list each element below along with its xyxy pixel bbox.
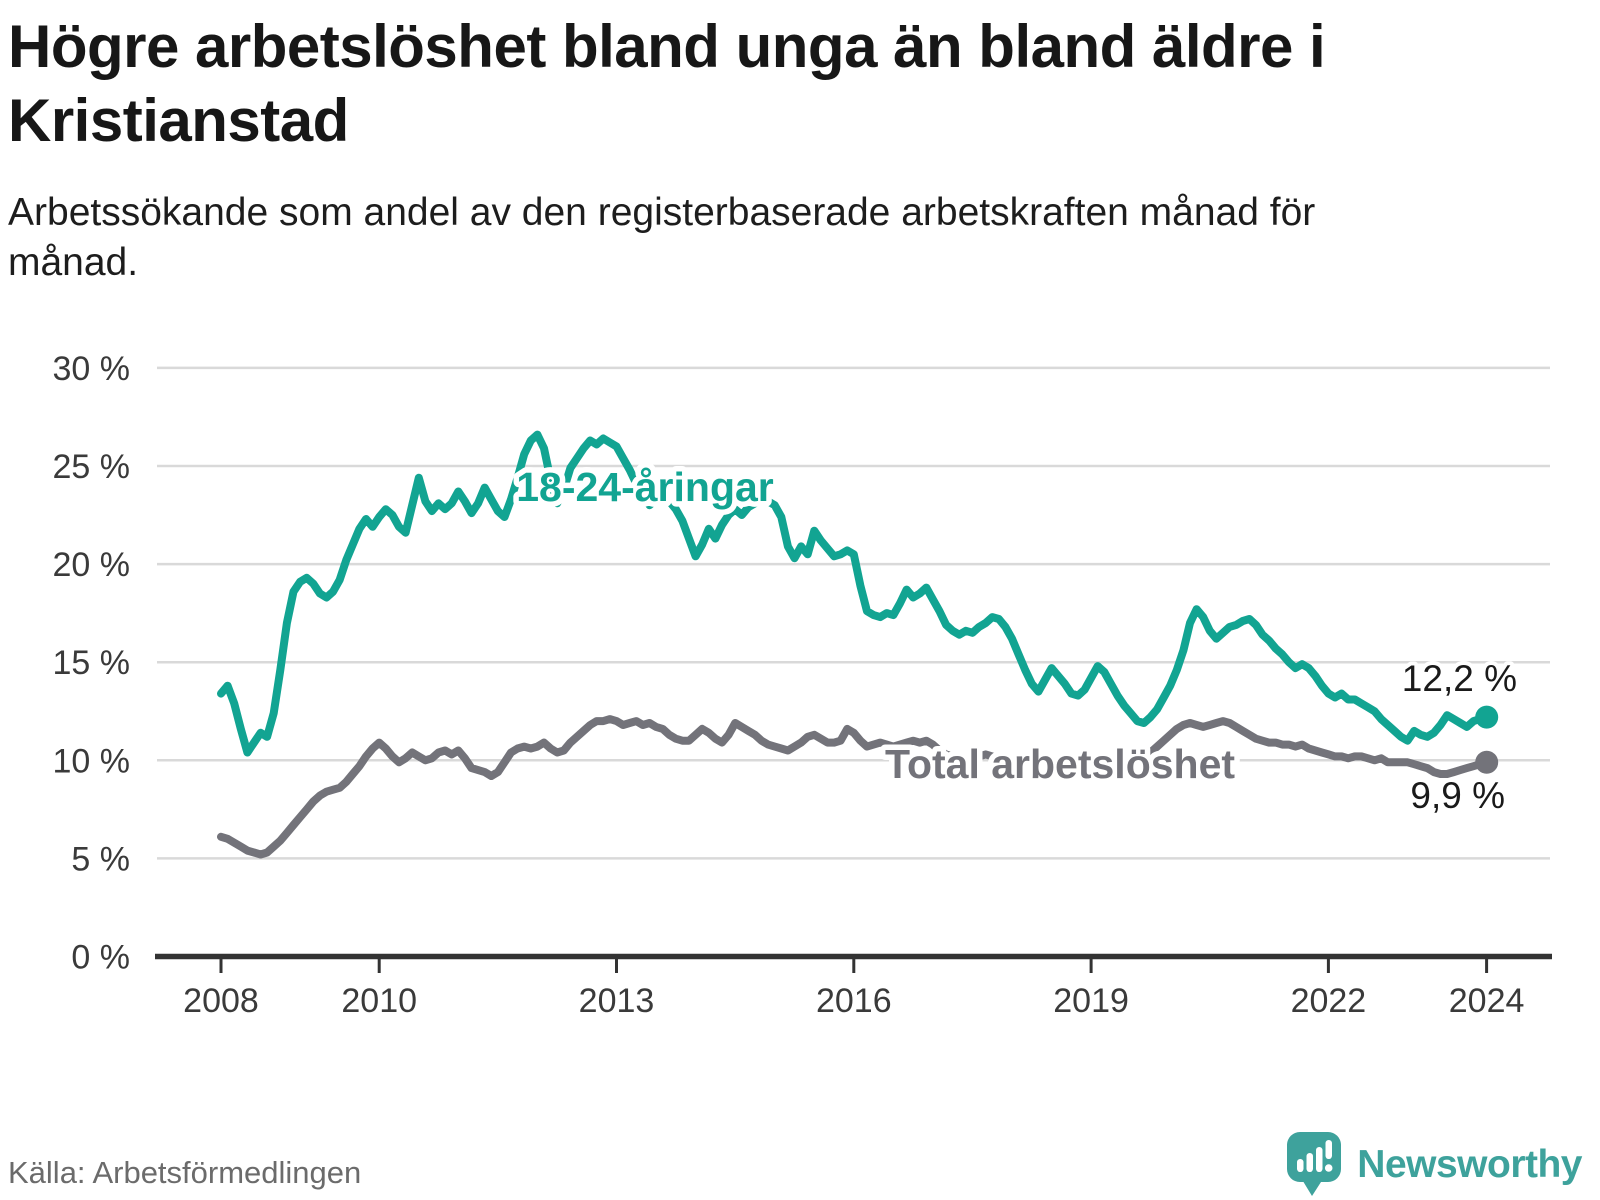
- x-tick-label: 2024: [1449, 982, 1525, 1020]
- x-axis-ticks: [219, 959, 1489, 973]
- x-tick-label: 2010: [341, 982, 417, 1020]
- y-tick-label: 30 %: [53, 350, 131, 388]
- logo-bar-3: [1316, 1147, 1323, 1172]
- logo-bar-2: [1306, 1153, 1314, 1172]
- page-subtitle: Arbetssökande som andel av den registerb…: [8, 191, 1316, 284]
- source-note: Källa: Arbetsförmedlingen: [8, 1155, 362, 1190]
- brand-name: Newsworthy: [1357, 1143, 1582, 1186]
- total-end-value: 9,9 %: [1410, 775, 1505, 816]
- y-tick-label: 10 %: [53, 742, 131, 780]
- gridlines: [157, 366, 1550, 860]
- youth-end-dot: [1475, 705, 1499, 729]
- logo-exclamation-stem: [1325, 1140, 1333, 1159]
- y-axis-labels: 0 % 5 % 10 % 15 % 20 % 25 % 30 %: [53, 350, 131, 977]
- x-tick-label: 2022: [1291, 982, 1367, 1020]
- x-tick-label: 2016: [816, 982, 892, 1020]
- y-tick-label: 5 %: [71, 840, 130, 878]
- newsworthy-logo: [1287, 1132, 1342, 1196]
- x-tick-label: 2008: [183, 982, 259, 1020]
- total-unemployment-line: [217, 715, 1491, 859]
- youth-end-value: 12,2 %: [1402, 658, 1517, 699]
- y-tick-label: 20 %: [53, 546, 131, 584]
- page-title: Högre arbetslöshet bland unga än bland ä…: [8, 13, 1326, 154]
- logo-bubble: [1287, 1132, 1342, 1196]
- youth-unemployment-line: [217, 430, 1491, 757]
- x-tick-label: 2013: [579, 982, 655, 1020]
- youth-series-label: 18-24-åringar: [516, 464, 774, 510]
- logo-exclamation-dot: [1325, 1164, 1333, 1172]
- logo-bar-1: [1297, 1159, 1304, 1172]
- total-end-dot: [1475, 750, 1499, 774]
- total-series-label: Total arbetslöshet: [885, 741, 1235, 787]
- x-tick-label: 2019: [1053, 982, 1129, 1020]
- x-axis-labels: 2008 2010 2013 2016 2019 2022 2024: [183, 982, 1524, 1020]
- brand-lockup: Newsworthy: [1287, 1132, 1582, 1198]
- y-tick-label: 25 %: [53, 448, 131, 486]
- y-tick-label: 15 %: [53, 644, 131, 682]
- y-tick-label: 0 %: [71, 939, 130, 977]
